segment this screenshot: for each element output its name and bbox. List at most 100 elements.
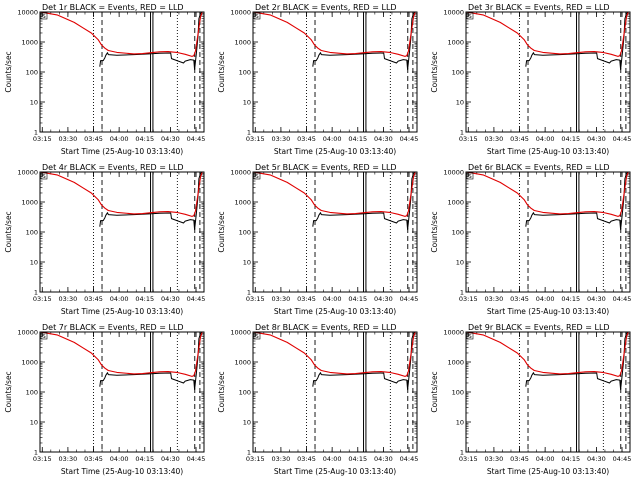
x-tick-label: 04:15 [561, 295, 580, 303]
plot-frame [252, 11, 418, 133]
y-tick-label: 10000 [443, 9, 464, 17]
corner-marker-label: S [255, 14, 259, 20]
x-axis-label: Start Time (25-Aug-10 03:13:40) [61, 147, 183, 156]
chart-title: Det 3r BLACK = Events, RED = LLD [468, 3, 610, 12]
chart-title: Det 1r BLACK = Events, RED = LLD [42, 3, 184, 12]
x-tick-label: 04:30 [161, 455, 180, 463]
x-tick-label: 04:45 [187, 135, 206, 143]
y-tick-label: 10000 [443, 169, 464, 177]
y-tick-label: 1 [460, 289, 464, 297]
x-tick-label: 03:30 [59, 295, 78, 303]
x-tick-label: 03:45 [84, 455, 103, 463]
series-line-events [525, 12, 629, 71]
y-tick-label: 10000 [17, 169, 38, 177]
y-tick-label: 1000 [234, 359, 251, 367]
x-tick-label: 03:30 [485, 455, 504, 463]
y-tick-label: 10 [243, 419, 251, 427]
x-axis-label: Start Time (25-Aug-10 03:13:40) [274, 467, 396, 476]
x-tick-label: 03:45 [84, 135, 103, 143]
y-tick-label: 10 [30, 259, 38, 267]
x-tick-label: 03:30 [272, 135, 291, 143]
corner-marker-label: S [468, 174, 472, 180]
corner-marker-box [40, 12, 48, 20]
x-axis-label: Start Time (25-Aug-10 03:13:40) [274, 147, 396, 156]
y-tick-label: 10 [456, 99, 464, 107]
x-tick-label: 03:15 [246, 135, 265, 143]
y-tick-label: 10000 [230, 169, 251, 177]
y-tick-label: 100 [26, 69, 38, 77]
chart-panel-7: Det 7r BLACK = Events, RED = LLD Counts/s… [4, 323, 205, 476]
x-tick-label: 03:45 [297, 135, 316, 143]
x-tick-label: 03:30 [272, 455, 291, 463]
x-tick-label: 04:30 [587, 455, 606, 463]
x-tick-label: 03:15 [246, 455, 265, 463]
y-tick-label: 1000 [234, 199, 251, 207]
series-line-lld [466, 12, 629, 57]
y-tick-label: 100 [239, 389, 251, 397]
y-tick-label: 1000 [447, 199, 464, 207]
x-tick-label: 04:45 [187, 455, 206, 463]
corner-marker-label: S [255, 334, 259, 340]
x-tick-label: 04:15 [561, 135, 580, 143]
x-tick-label: 04:00 [323, 135, 342, 143]
corner-marker-box [466, 172, 474, 180]
y-tick-label: 100 [452, 69, 464, 77]
corner-marker-label: S [42, 14, 46, 20]
y-tick-label: 100 [452, 389, 464, 397]
y-tick-label: 1000 [21, 359, 38, 367]
x-tick-label: 04:00 [323, 455, 342, 463]
x-tick-label: 04:45 [400, 135, 419, 143]
x-tick-label: 03:45 [510, 455, 529, 463]
corner-marker-label: S [468, 334, 472, 340]
x-tick-label: 03:30 [485, 135, 504, 143]
x-tick-label: 04:30 [587, 135, 606, 143]
chart-panel-4: Det 4r BLACK = Events, RED = LLD Counts/s… [4, 163, 205, 316]
chart-title: Det 8r BLACK = Events, RED = LLD [255, 323, 397, 332]
plot-frame [39, 171, 205, 293]
plot-frame [465, 331, 631, 453]
y-tick-label: 1 [247, 289, 251, 297]
y-tick-label: 100 [452, 229, 464, 237]
x-tick-label: 03:15 [246, 295, 265, 303]
chart-title: Det 5r BLACK = Events, RED = LLD [255, 163, 397, 172]
x-tick-label: 03:45 [510, 135, 529, 143]
chart-panel-1: Det 1r BLACK = Events, RED = LLD Counts/s… [4, 3, 205, 156]
x-tick-label: 04:15 [348, 135, 367, 143]
x-tick-label: 04:00 [110, 135, 129, 143]
corner-marker-box [40, 172, 48, 180]
chart-title: Det 9r BLACK = Events, RED = LLD [468, 323, 610, 332]
y-tick-label: 1000 [21, 39, 38, 47]
y-axis-label: Counts/sec [4, 371, 13, 412]
x-axis-label: Start Time (25-Aug-10 03:13:40) [487, 467, 609, 476]
y-axis-label: Counts/sec [4, 51, 13, 92]
y-tick-label: 10000 [17, 9, 38, 17]
y-tick-label: 100 [239, 229, 251, 237]
chart-panel-3: Det 3r BLACK = Events, RED = LLD Counts/s… [430, 3, 631, 156]
y-axis-label: Counts/sec [217, 371, 226, 412]
x-tick-label: 03:45 [297, 455, 316, 463]
x-tick-label: 04:15 [348, 455, 367, 463]
y-tick-label: 10000 [17, 329, 38, 337]
chart-panel-5: Det 5r BLACK = Events, RED = LLD Counts/s… [217, 163, 418, 316]
x-tick-label: 03:15 [459, 455, 478, 463]
chart-title: Det 7r BLACK = Events, RED = LLD [42, 323, 184, 332]
x-tick-label: 04:15 [135, 295, 154, 303]
corner-marker-label: S [468, 14, 472, 20]
x-tick-label: 04:15 [348, 295, 367, 303]
chart-panel-8: Det 8r BLACK = Events, RED = LLD Counts/s… [217, 323, 418, 476]
x-tick-label: 04:30 [374, 295, 393, 303]
series-line-lld [253, 12, 416, 57]
series-line-events [525, 172, 629, 231]
series-line-lld [40, 172, 203, 217]
plot-frame [39, 11, 205, 133]
x-tick-label: 03:15 [459, 295, 478, 303]
x-tick-label: 03:30 [272, 295, 291, 303]
corner-marker-box [253, 172, 261, 180]
corner-marker-label: S [42, 174, 46, 180]
chart-title: Det 6r BLACK = Events, RED = LLD [468, 163, 610, 172]
corner-marker-box [466, 12, 474, 20]
corner-marker-box [253, 12, 261, 20]
x-tick-label: 04:00 [110, 295, 129, 303]
y-axis-label: Counts/sec [430, 371, 439, 412]
x-tick-label: 03:15 [33, 455, 52, 463]
